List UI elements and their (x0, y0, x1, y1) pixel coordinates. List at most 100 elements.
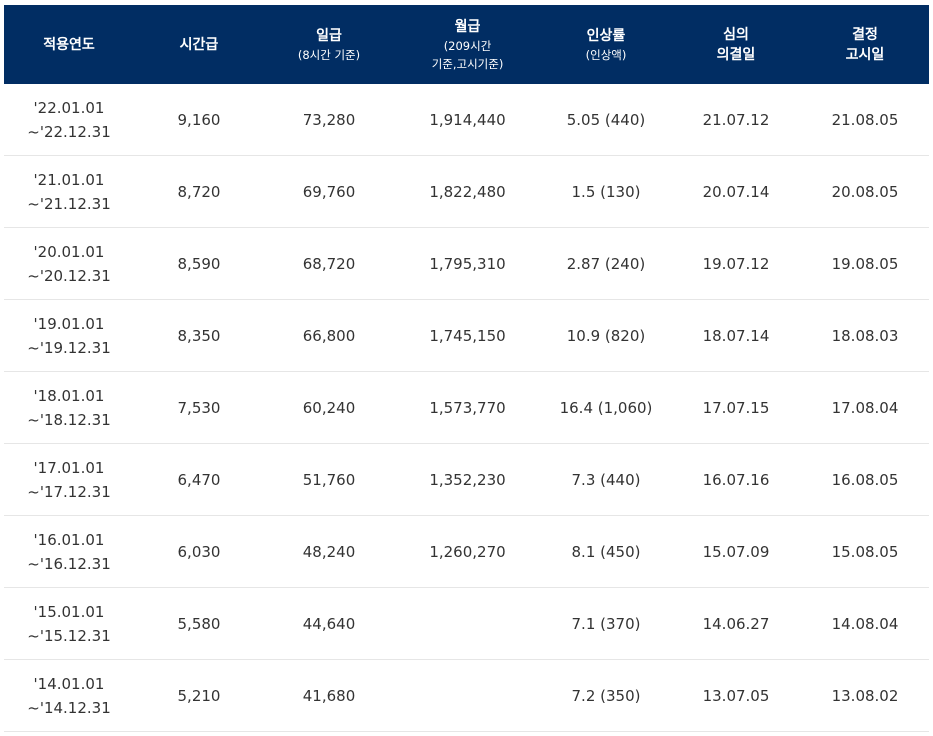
daily-cell: 69,760 (264, 155, 394, 228)
notice-date-cell: 18.08.03 (801, 299, 929, 372)
monthly-cell: 1,795,310 (394, 227, 541, 300)
daily-cell: 60,240 (264, 371, 394, 444)
header-daily-label: 일급 (316, 27, 342, 44)
period-end: ~'22.12.31 (27, 122, 111, 141)
period-cell: '22.01.01 ~'22.12.31 (4, 84, 134, 156)
period-start: '21.01.01 (33, 170, 105, 189)
header-notice-line1: 결정 (852, 26, 878, 43)
period-cell: '16.01.01 ~'16.12.31 (4, 515, 134, 588)
period-cell: '14.01.01 ~'14.12.31 (4, 659, 134, 732)
monthly-cell: 1,822,480 (394, 155, 541, 228)
header-monthly: 월급 (209시간 기준,고시기준) (394, 5, 541, 84)
notice-date-cell: 17.08.04 (801, 371, 929, 444)
notice-date-cell: 13.08.02 (801, 659, 929, 732)
monthly-cell: 1,573,770 (394, 371, 541, 444)
table-row: '19.01.01 ~'19.12.31 8,350 66,800 1,745,150 1… (4, 299, 929, 372)
period-cell: '21.01.01 ~'21.12.31 (4, 155, 134, 228)
period-end: ~'19.12.31 (27, 338, 111, 357)
hourly-cell: 8,350 (134, 299, 264, 372)
hourly-cell: 7,530 (134, 371, 264, 444)
table-row: '20.01.01 ~'20.12.31 8,590 68,720 1,795,310 2… (4, 227, 929, 300)
period-end: ~'18.12.31 (27, 410, 111, 429)
rate-cell: 16.4 (1,060) (541, 371, 671, 444)
table-row: '16.01.01 ~'16.12.31 6,030 48,240 1,260,270 8… (4, 515, 929, 588)
notice-date-cell: 15.08.05 (801, 515, 929, 588)
period-end: ~'17.12.31 (27, 482, 111, 501)
period-start: '17.01.01 (33, 458, 105, 477)
period-cell: '18.01.01 ~'18.12.31 (4, 371, 134, 444)
daily-cell: 51,760 (264, 443, 394, 516)
decision-date-cell: 16.07.16 (671, 443, 801, 516)
notice-date-cell: 19.08.05 (801, 227, 929, 300)
header-monthly-sub1: (209시간 (443, 38, 492, 53)
table-body: '22.01.01 ~'22.12.31 9,160 73,280 1,914,440 5… (4, 84, 929, 732)
period-start: '19.01.01 (33, 314, 105, 333)
monthly-cell (394, 587, 541, 660)
rate-cell: 7.3 (440) (541, 443, 671, 516)
header-year-label: 적용연도 (43, 36, 95, 53)
header-daily: 일급 (8시간 기준) (264, 5, 394, 84)
decision-date-cell: 14.06.27 (671, 587, 801, 660)
period-start: '14.01.01 (33, 674, 105, 693)
monthly-cell: 1,745,150 (394, 299, 541, 372)
header-decision-line1: 심의 (723, 26, 749, 43)
rate-cell: 2.87 (240) (541, 227, 671, 300)
decision-date-cell: 17.07.15 (671, 371, 801, 444)
period-start: '16.01.01 (33, 530, 105, 549)
table-header: 적용연도 시간급 일급 (8시간 기준) 월급 (209시간 기준,고시기준) … (4, 5, 929, 84)
period-end: ~'14.12.31 (27, 698, 111, 717)
table-row: '18.01.01 ~'18.12.31 7,530 60,240 1,573,770 1… (4, 371, 929, 444)
period-end: ~'15.12.31 (27, 626, 111, 645)
hourly-cell: 8,590 (134, 227, 264, 300)
header-year: 적용연도 (4, 5, 134, 84)
minimum-wage-table-container: 적용연도 시간급 일급 (8시간 기준) 월급 (209시간 기준,고시기준) … (4, 5, 929, 732)
hourly-cell: 9,160 (134, 84, 264, 156)
monthly-cell: 1,260,270 (394, 515, 541, 588)
rate-cell: 10.9 (820) (541, 299, 671, 372)
header-rate-label: 인상률 (586, 27, 626, 44)
minimum-wage-table: 적용연도 시간급 일급 (8시간 기준) 월급 (209시간 기준,고시기준) … (4, 5, 929, 732)
header-rate: 인상률 (인상액) (541, 5, 671, 84)
table-row: '17.01.01 ~'17.12.31 6,470 51,760 1,352,230 7… (4, 443, 929, 516)
period-cell: '20.01.01 ~'20.12.31 (4, 227, 134, 300)
header-row: 적용연도 시간급 일급 (8시간 기준) 월급 (209시간 기준,고시기준) … (4, 5, 929, 84)
table-row: '14.01.01 ~'14.12.31 5,210 41,680 7.2 (350) 1… (4, 659, 929, 732)
period-cell: '19.01.01 ~'19.12.31 (4, 299, 134, 372)
period-end: ~'20.12.31 (27, 266, 111, 285)
period-cell: '17.01.01 ~'17.12.31 (4, 443, 134, 516)
header-notice: 결정 고시일 (801, 5, 929, 84)
header-rate-sub: (인상액) (585, 47, 627, 62)
hourly-cell: 5,210 (134, 659, 264, 732)
period-start: '22.01.01 (33, 98, 105, 117)
decision-date-cell: 19.07.12 (671, 227, 801, 300)
period-end: ~'21.12.31 (27, 194, 111, 213)
header-hourly-label: 시간급 (179, 36, 219, 53)
daily-cell: 68,720 (264, 227, 394, 300)
header-decision-line2: 의결일 (716, 46, 756, 63)
rate-cell: 1.5 (130) (541, 155, 671, 228)
rate-cell: 5.05 (440) (541, 84, 671, 156)
hourly-cell: 5,580 (134, 587, 264, 660)
table-row: '21.01.01 ~'21.12.31 8,720 69,760 1,822,480 1… (4, 155, 929, 228)
period-cell: '15.01.01 ~'15.12.31 (4, 587, 134, 660)
header-monthly-label: 월급 (454, 18, 481, 35)
decision-date-cell: 13.07.05 (671, 659, 801, 732)
monthly-cell: 1,914,440 (394, 84, 541, 156)
header-decision: 심의 의결일 (671, 5, 801, 84)
table-row: '15.01.01 ~'15.12.31 5,580 44,640 7.1 (370) 1… (4, 587, 929, 660)
header-notice-line2: 고시일 (845, 46, 885, 63)
decision-date-cell: 18.07.14 (671, 299, 801, 372)
notice-date-cell: 21.08.05 (801, 84, 929, 156)
notice-date-cell: 14.08.04 (801, 587, 929, 660)
notice-date-cell: 16.08.05 (801, 443, 929, 516)
rate-cell: 7.1 (370) (541, 587, 671, 660)
decision-date-cell: 20.07.14 (671, 155, 801, 228)
hourly-cell: 6,030 (134, 515, 264, 588)
hourly-cell: 6,470 (134, 443, 264, 516)
period-start: '18.01.01 (33, 386, 105, 405)
rate-cell: 7.2 (350) (541, 659, 671, 732)
decision-date-cell: 21.07.12 (671, 84, 801, 156)
daily-cell: 41,680 (264, 659, 394, 732)
monthly-cell: 1,352,230 (394, 443, 541, 516)
rate-cell: 8.1 (450) (541, 515, 671, 588)
